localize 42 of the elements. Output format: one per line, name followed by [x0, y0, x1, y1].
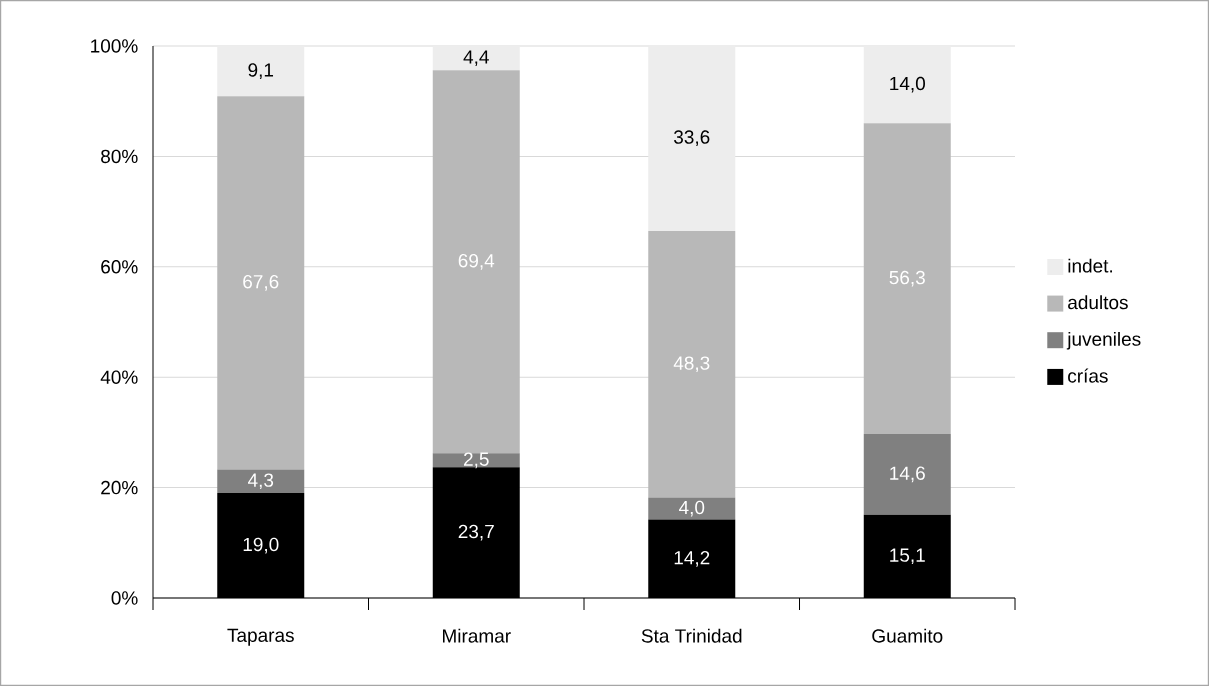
- bar: [217, 46, 305, 97]
- bar: [217, 96, 305, 470]
- y-tick-label: 40%: [100, 370, 138, 384]
- x-tick-label: Guamito: [872, 628, 943, 643]
- data-label: 19,0: [243, 537, 279, 554]
- bar: [863, 123, 951, 435]
- bar: [863, 46, 951, 124]
- data-label: 14,2: [674, 550, 710, 567]
- x-tick-label: Miramar: [442, 628, 511, 643]
- data-label: 4,0: [678, 500, 705, 517]
- data-label: 2,5: [463, 452, 489, 469]
- y-tick-label: 100%: [91, 39, 138, 53]
- data-label: 69,4: [458, 253, 495, 270]
- y-tick-label: 0%: [111, 591, 138, 605]
- bar: [432, 46, 520, 71]
- bar: [432, 70, 520, 454]
- bar: [648, 45, 736, 231]
- data-label: 67,6: [243, 274, 279, 291]
- y-tick-label: 80%: [101, 149, 138, 164]
- x-tick-label: Taparas: [227, 628, 294, 646]
- data-label: 56,3: [889, 270, 925, 287]
- data-label: 14,0: [890, 76, 925, 93]
- bar: [217, 469, 305, 494]
- data-label: 9,1: [248, 63, 274, 79]
- data-label: 15,1: [890, 548, 925, 565]
- data-label: 48,3: [673, 356, 710, 373]
- x-tick-label: Sta Trinidad: [641, 628, 742, 643]
- y-tick-label: 20%: [101, 480, 138, 495]
- data-label: 4,4: [463, 50, 489, 66]
- bar: [863, 434, 951, 515]
- data-label: 14,6: [890, 466, 925, 483]
- legend-label: juveniles: [1066, 331, 1141, 350]
- data-label: 33,6: [673, 130, 710, 147]
- legend-label: adultos: [1068, 295, 1128, 310]
- legend-label: crías: [1068, 368, 1108, 383]
- bar: [648, 230, 736, 498]
- bar: [432, 453, 520, 468]
- legend-label: indet.: [1068, 258, 1113, 273]
- data-label: 23,7: [458, 524, 494, 541]
- y-tick-label: 60%: [101, 260, 138, 274]
- data-label: 4,3: [247, 473, 274, 490]
- bar: [648, 497, 736, 520]
